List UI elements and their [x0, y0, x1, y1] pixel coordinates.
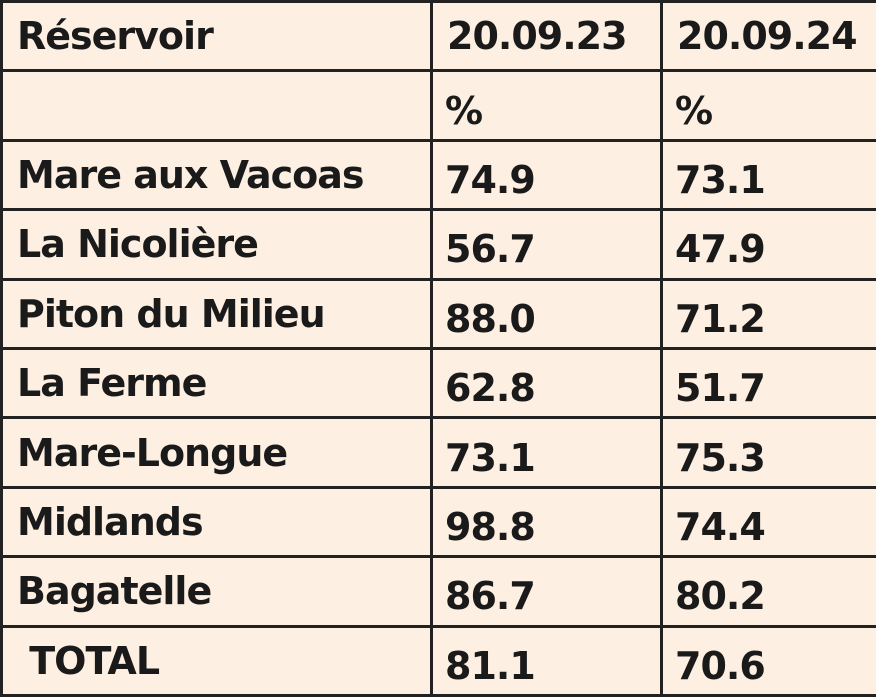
percent-value: 56.7	[430, 208, 663, 281]
reservoir-name: Bagatelle	[0, 555, 433, 628]
reservoir-name: Mare aux Vacoas	[0, 138, 433, 212]
percent-value: 70.6	[660, 624, 876, 697]
reservoir-name: La Ferme	[0, 346, 433, 420]
percent-value: 80.2	[660, 555, 876, 628]
percent-value: 74.4	[660, 485, 876, 559]
data-row: Mare aux Vacoas 74.9 73.1	[0, 138, 876, 212]
data-row: Bagatelle 86.7 80.2	[0, 555, 876, 628]
percent-value: 75.3	[660, 416, 876, 489]
unit-cell: %	[660, 69, 876, 142]
percent-value: 71.2	[660, 277, 876, 350]
unit-cell: %	[430, 69, 663, 142]
percent-value: 73.1	[430, 416, 663, 489]
percent-value: 51.7	[660, 346, 876, 420]
header-cell: 20.09.24	[660, 0, 876, 73]
empty-cell	[0, 69, 433, 142]
percent-value: 62.8	[430, 346, 663, 420]
reservoir-name: Midlands	[0, 485, 433, 559]
units-row: %%	[0, 69, 876, 142]
header-cell: Réservoir	[0, 0, 433, 73]
header-cell: 20.09.23	[430, 0, 663, 73]
data-row: Mare-Longue 73.1 75.3	[0, 416, 876, 489]
reservoir-name: Piton du Milieu	[0, 277, 433, 350]
percent-value: 81.1	[430, 624, 663, 697]
reservoir-name: La Nicolière	[0, 208, 433, 281]
percent-value: 47.9	[660, 208, 876, 281]
reservoir-name: Mare-Longue	[0, 416, 433, 489]
percent-value: 86.7	[430, 555, 663, 628]
data-row: La Ferme 62.8 51.7	[0, 346, 876, 420]
percent-value: 73.1	[660, 138, 876, 212]
data-row: TOTAL 81.1 70.6	[0, 624, 876, 697]
percent-value: 88.0	[430, 277, 663, 350]
data-row: La Nicolière 56.7 47.9	[0, 208, 876, 281]
percent-value: 98.8	[430, 485, 663, 559]
data-row: Piton du Milieu 88.0 71.2	[0, 277, 876, 350]
data-row: Midlands 98.8 74.4	[0, 485, 876, 559]
reservoir-name: TOTAL	[0, 624, 433, 697]
header-row: Réservoir 20.09.23 20.09.24	[0, 0, 876, 73]
percent-value: 74.9	[430, 138, 663, 212]
